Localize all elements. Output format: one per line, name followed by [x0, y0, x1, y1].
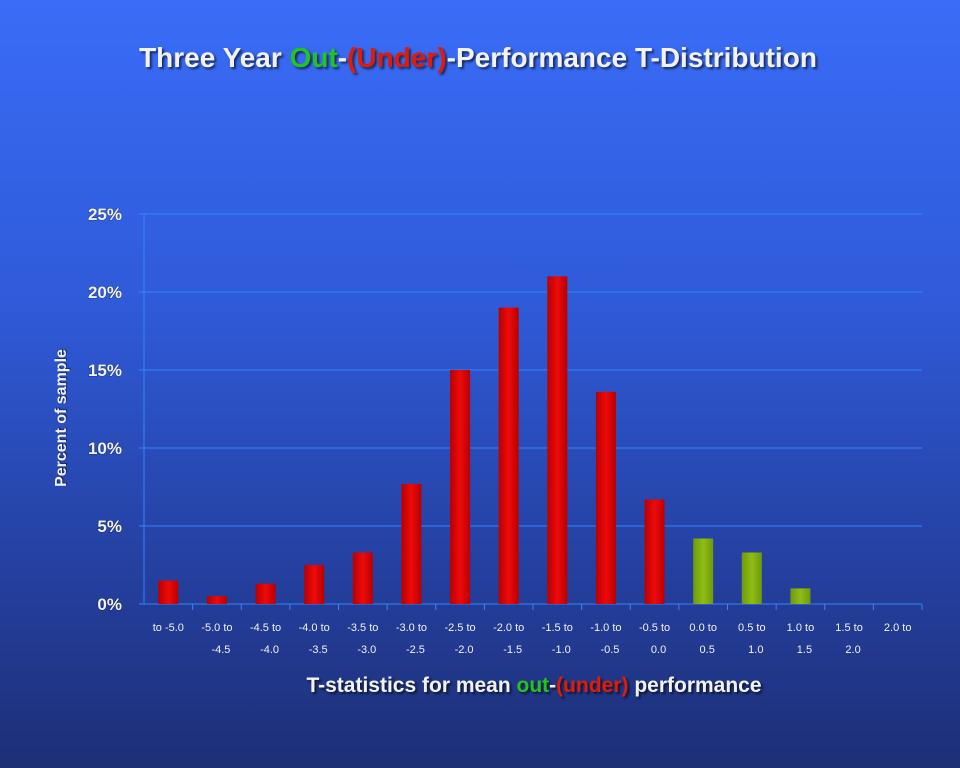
title-out: Out	[289, 42, 338, 73]
bar	[644, 499, 665, 604]
xlabel-dash: -	[549, 674, 557, 697]
y-tick-label: 15%	[88, 361, 122, 380]
title-part2: -Performance T-Distribution	[446, 42, 817, 73]
x-tick-label: -0.5	[600, 644, 619, 656]
x-tick-label: 0.0	[651, 644, 666, 656]
x-tick-label: -1.0	[552, 644, 571, 656]
bar	[304, 565, 325, 604]
x-tick-label: 1.5 to	[835, 622, 863, 634]
chart-title: Three Year Out-(Under)-Performance T-Dis…	[0, 42, 956, 74]
x-tick-label: to -5.0	[153, 622, 184, 634]
y-tick-label: 20%	[88, 283, 122, 302]
y-tick-label: 5%	[97, 517, 122, 536]
x-tick-label: 2.0	[845, 644, 860, 656]
x-tick-label: -3.0 to	[396, 622, 427, 634]
bar	[547, 276, 568, 604]
x-tick-label: -3.5 to	[347, 622, 378, 634]
x-tick-label: 1.0 to	[787, 622, 815, 634]
x-tick-label: -1.5 to	[542, 622, 573, 634]
x-tick-label: -3.5	[309, 644, 328, 656]
x-tick-label: 2.0 to	[884, 622, 912, 634]
bar	[255, 583, 276, 604]
x-tick-label: -2.0 to	[493, 622, 524, 634]
bar	[595, 391, 616, 604]
bar	[693, 538, 714, 604]
xlabel-part1: T-statistics for mean	[306, 674, 517, 697]
bar	[790, 588, 811, 604]
x-tick-label: -2.0	[455, 644, 474, 656]
xlabel-under: (under)	[556, 674, 629, 697]
xlabel-out: out	[516, 674, 550, 697]
bar	[158, 580, 179, 604]
x-tick-label: -1.0 to	[590, 622, 621, 634]
y-tick-label: 25%	[88, 205, 122, 224]
x-tick-label: 0.5	[700, 644, 715, 656]
x-tick-label: 1.5	[797, 644, 812, 656]
bar	[401, 483, 422, 604]
bar	[741, 552, 762, 604]
x-tick-label: -5.0 to	[201, 622, 232, 634]
bar	[498, 307, 519, 604]
x-tick-label: -2.5	[406, 644, 425, 656]
x-tick-label: -3.0	[357, 644, 376, 656]
x-tick-label: -2.5 to	[444, 622, 475, 634]
x-axis-label: T-statistics for mean out-(under) perfor…	[144, 674, 924, 698]
x-tick-label: 0.5 to	[738, 622, 766, 634]
x-tick-label: -0.5 to	[639, 622, 670, 634]
x-tick-label: -4.0 to	[299, 622, 330, 634]
x-tick-label: 0.0 to	[689, 622, 717, 634]
xlabel-part2: performance	[628, 674, 762, 697]
y-tick-label: 10%	[88, 439, 122, 458]
x-tick-label: -4.5	[211, 644, 230, 656]
y-tick-label: 0%	[97, 595, 122, 614]
title-dash: -	[337, 42, 348, 73]
bar	[352, 552, 373, 604]
x-tick-label: -4.0	[260, 644, 279, 656]
bar	[450, 370, 471, 604]
bar	[206, 596, 227, 604]
x-tick-label: 1.0	[748, 644, 763, 656]
x-tick-label: -1.5	[503, 644, 522, 656]
title-under: (Under)	[347, 42, 447, 73]
x-tick-label: -4.5 to	[250, 622, 281, 634]
title-part1: Three Year	[139, 42, 290, 73]
